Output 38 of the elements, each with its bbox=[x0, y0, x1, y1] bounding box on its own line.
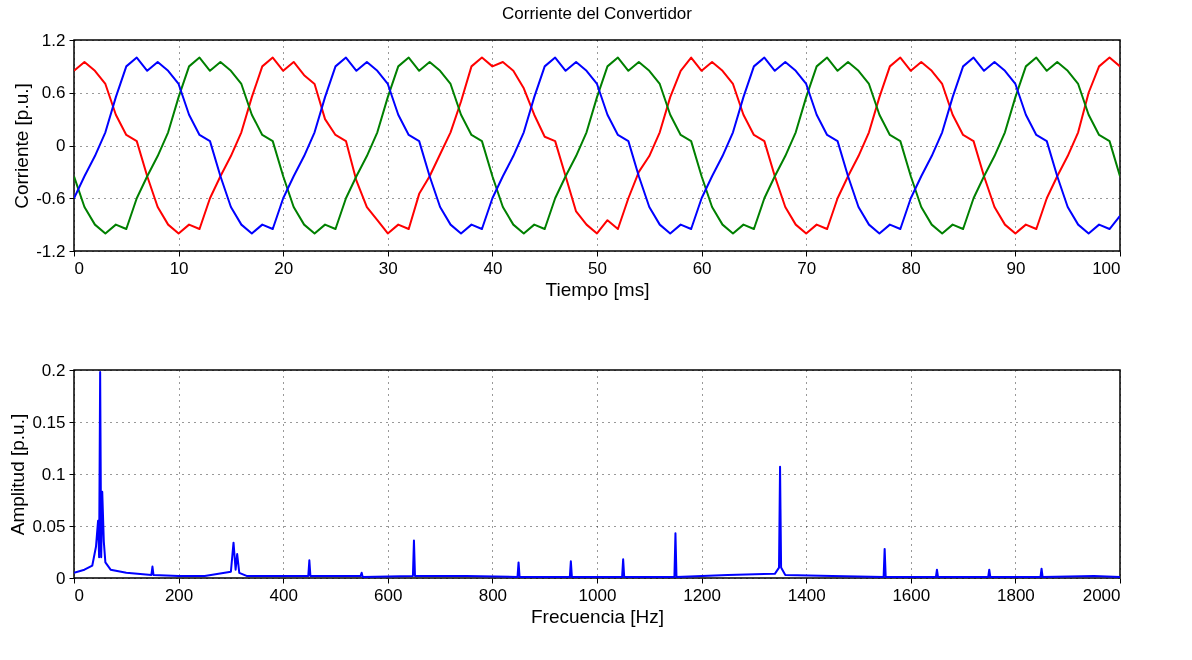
x-tick-label: 800 bbox=[478, 585, 508, 605]
y-tick-label: -0.6 bbox=[36, 188, 66, 208]
x-tick-label: 20 bbox=[274, 258, 294, 278]
x-tick-label: 1200 bbox=[683, 585, 722, 605]
x-axis-title: Frecuencia [Hz] bbox=[530, 605, 665, 627]
x-tick-label: 30 bbox=[378, 258, 398, 278]
chart-title: Corriente del Convertidor bbox=[502, 4, 693, 23]
x-tick-label: 200 bbox=[164, 585, 194, 605]
x-tick-label: 0 bbox=[74, 258, 84, 278]
y-tick-label: 0 bbox=[56, 136, 66, 155]
line-series bbox=[74, 56, 1120, 235]
y-tick-label: 0 bbox=[56, 568, 66, 588]
y-tick-label: 1.2 bbox=[41, 30, 66, 50]
y-tick-label: 0.1 bbox=[41, 464, 66, 484]
x-tick-label: 40 bbox=[483, 258, 503, 278]
y-tick-label: 0.2 bbox=[41, 360, 66, 380]
y-axis-title: Amplitud [p.u.] bbox=[7, 413, 29, 536]
x-axis-title: Tiempo [ms] bbox=[545, 278, 650, 300]
x-tick-label: 90 bbox=[1006, 258, 1026, 278]
x-tick-label: 1600 bbox=[892, 585, 931, 605]
x-tick-label: 70 bbox=[797, 258, 817, 278]
x-tick-label: 1800 bbox=[996, 585, 1035, 605]
x-tick-label: 0 bbox=[74, 585, 84, 605]
y-tick-label: 0.6 bbox=[41, 83, 66, 103]
y-tick-label: 0.15 bbox=[32, 412, 66, 432]
x-tick-label: 600 bbox=[374, 585, 403, 605]
y-tick-label: -1.2 bbox=[36, 241, 66, 261]
x-tick-label: 1000 bbox=[578, 585, 617, 605]
y-tick-label: 0.05 bbox=[32, 516, 66, 536]
x-tick-label: 2000 bbox=[1082, 585, 1121, 605]
x-tick-label: 1400 bbox=[787, 585, 826, 605]
x-tick-label: 80 bbox=[901, 258, 921, 278]
x-tick-label: 50 bbox=[588, 258, 607, 278]
x-tick-label: 400 bbox=[269, 585, 298, 605]
y-axis-title: Corriente [p.u.] bbox=[11, 83, 33, 209]
x-tick-label: 100 bbox=[1092, 258, 1121, 278]
x-tick-label: 10 bbox=[169, 258, 189, 278]
x-tick-label: 60 bbox=[692, 258, 712, 278]
